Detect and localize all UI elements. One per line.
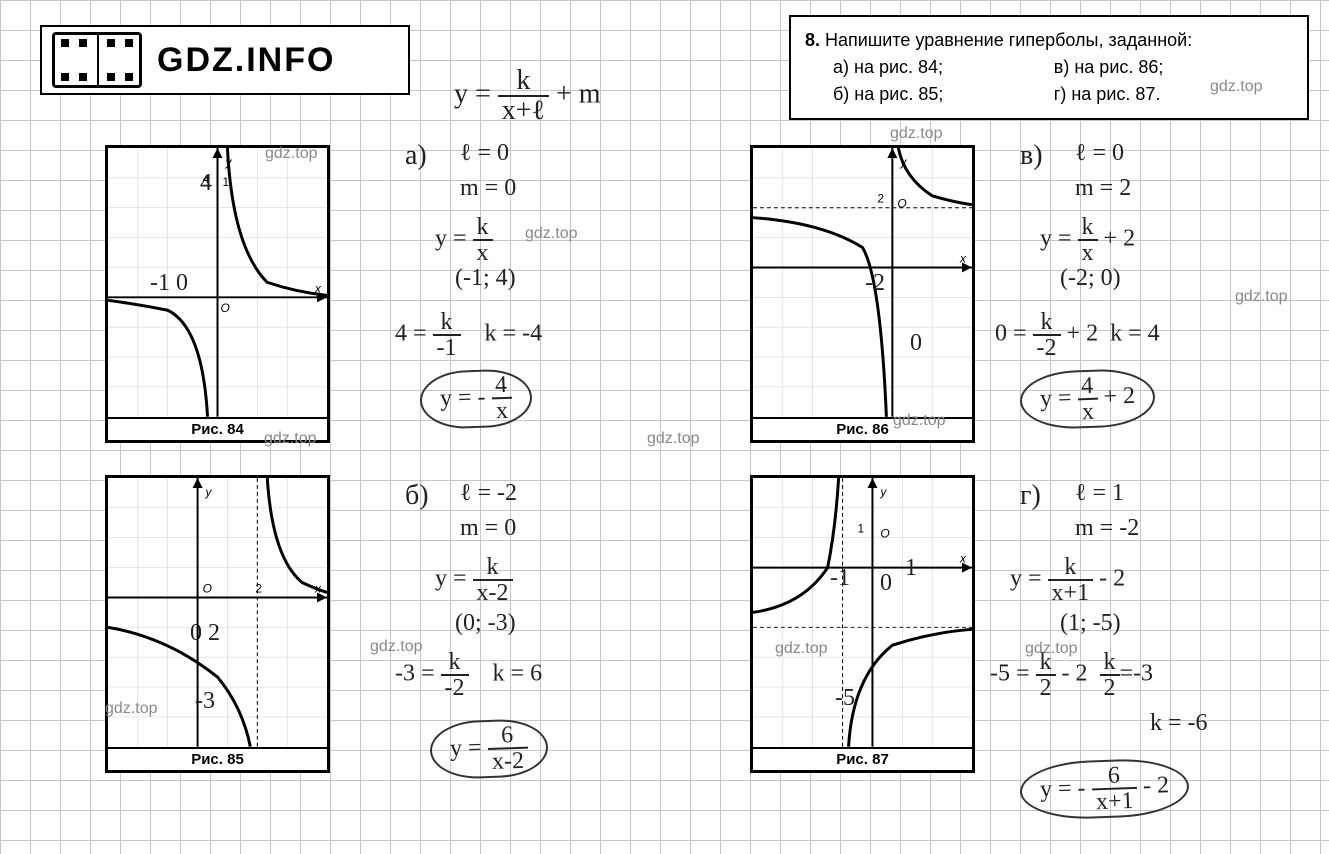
watermark: gdz.top (1025, 640, 1077, 658)
fig85-annot2: -3 (195, 688, 215, 715)
watermark: gdz.top (264, 430, 316, 448)
chart-fig87-caption: Рис. 87 (753, 747, 972, 770)
chart-fig85-caption: Рис. 85 (108, 747, 327, 770)
fig87-annot3: 0 (880, 570, 892, 597)
task-prompt: Напишите уравнение гиперболы, заданной: (825, 30, 1192, 50)
chart-fig84-svg: y x 4 1 O (108, 148, 327, 417)
sol-v-label: в) (1020, 140, 1043, 172)
watermark: gdz.top (893, 412, 945, 430)
sol-g-l1: ℓ = 1 (1075, 480, 1124, 507)
sol-g-l2: m = -2 (1075, 515, 1139, 542)
watermark: gdz.top (647, 430, 699, 448)
svg-text:O: O (880, 527, 889, 541)
svg-text:2: 2 (877, 192, 884, 206)
svg-text:x: x (314, 281, 322, 295)
svg-text:y: y (205, 485, 213, 499)
svg-text:x: x (959, 251, 967, 265)
sol-a-l5: 4 = k-1 k = -4 (395, 310, 542, 360)
sol-a-label: а) (405, 140, 427, 172)
sol-v-l2: m = 2 (1075, 175, 1131, 202)
sol-v-l4: (-2; 0) (1060, 265, 1121, 292)
sol-g-l3: y = kx+1 - 2 (1010, 555, 1125, 605)
svg-text:x: x (959, 552, 967, 566)
watermark: gdz.top (105, 700, 157, 718)
fig87-annot4: -5 (835, 685, 855, 712)
svg-text:x: x (314, 581, 322, 595)
task-box: 8. Напишите уравнение гиперболы, заданно… (789, 15, 1309, 120)
chart-fig86: y x 2 O Рис. 86 (750, 145, 975, 443)
svg-text:O: O (203, 581, 212, 595)
sol-b-answer: y = 6x-2 (430, 720, 548, 778)
sol-b-label: б) (405, 480, 429, 512)
sol-a-answer: y = - 4x (420, 370, 532, 428)
fig87-annot1: -1 (830, 565, 850, 592)
svg-text:1: 1 (222, 175, 229, 189)
svg-text:2: 2 (255, 581, 262, 595)
svg-text:O: O (897, 197, 906, 211)
fig85-annot: 0 2 (190, 620, 220, 647)
sol-a-l4: (-1; 4) (455, 265, 516, 292)
fig84-annot: -1 0 (150, 270, 188, 297)
svg-text:y: y (879, 485, 887, 499)
task-opt-b: б) на рис. 85; (833, 81, 1054, 108)
sol-a-l1: ℓ = 0 (460, 140, 509, 167)
fig86-annot2: 0 (910, 330, 922, 357)
logo-text: GDZ.INFO (157, 41, 335, 80)
sol-g-l6: k = -6 (1150, 710, 1208, 737)
sol-v-l1: ℓ = 0 (1075, 140, 1124, 167)
sol-v-answer: y = 4x + 2 (1020, 370, 1155, 428)
watermark: gdz.top (890, 125, 942, 143)
chart-fig87-svg: y x 1 O (753, 478, 972, 747)
sol-v-l3: y = kx + 2 (1040, 215, 1135, 265)
sol-b-l1: ℓ = -2 (460, 480, 517, 507)
sol-g-answer: y = - 6x+1 - 2 (1020, 760, 1189, 818)
chart-fig86-svg: y x 2 O (753, 148, 972, 417)
task-opt-a: а) на рис. 84; (833, 54, 1054, 81)
sol-v-l5: 0 = k-2 + 2 k = 4 (995, 310, 1160, 360)
sol-g-l4: (1; -5) (1060, 610, 1121, 637)
fig84-annot2: 4 (200, 170, 212, 197)
watermark: gdz.top (525, 225, 577, 243)
sol-a-l2: m = 0 (460, 175, 516, 202)
sol-b-l3: y = kx-2 (435, 555, 513, 605)
task-opt-v: в) на рис. 86; (1054, 54, 1275, 81)
sol-a-l3: y = kx (435, 215, 493, 265)
watermark: gdz.top (775, 640, 827, 658)
fig87-annot2: 1 (905, 555, 917, 582)
sol-g-label: г) (1020, 480, 1041, 512)
formula-top: y = kx+ℓ + m (440, 35, 601, 125)
logo-box: GDZ.INFO (40, 25, 410, 95)
svg-text:1: 1 (858, 522, 865, 536)
film-icon (52, 32, 142, 88)
watermark: gdz.top (1235, 288, 1287, 306)
watermark: gdz.top (370, 638, 422, 656)
svg-text:y: y (224, 155, 232, 169)
chart-fig87: y x 1 O Рис. 87 (750, 475, 975, 773)
svg-text:y: y (899, 155, 907, 169)
sol-b-l2: m = 0 (460, 515, 516, 542)
fig86-annot: -2 (865, 270, 885, 297)
task-number: 8. (805, 30, 820, 50)
svg-text:O: O (220, 301, 229, 315)
sol-b-l4: (0; -3) (455, 610, 516, 637)
chart-fig84: y x 4 1 O Рис. 84 (105, 145, 330, 443)
watermark: gdz.top (265, 145, 317, 163)
sol-b-l5: -3 = k-2 k = 6 (395, 650, 542, 700)
watermark: gdz.top (1210, 78, 1262, 96)
